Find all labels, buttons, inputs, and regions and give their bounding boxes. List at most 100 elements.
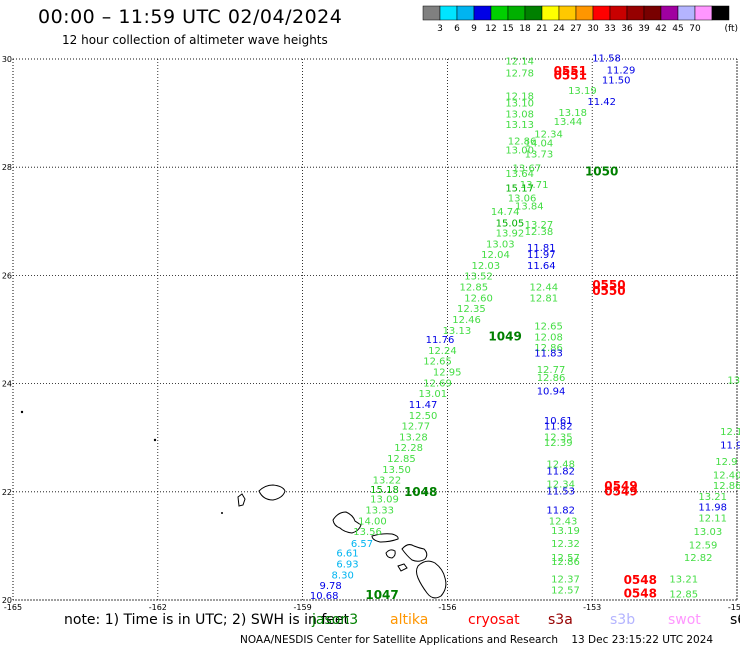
swh-reading: 13.19 (551, 526, 580, 537)
swh-reading: 12.86 (713, 481, 740, 492)
swh-reading: 13.28 (399, 432, 428, 443)
swh-reading: 11.47 (409, 400, 438, 411)
colorbar-label: 27 (570, 24, 581, 34)
swh-reading: 13.00 (505, 146, 534, 157)
legend-s3a: s3a (548, 612, 573, 628)
swh-reading: 12.69 (423, 378, 452, 389)
swh-reading: 11.97 (527, 250, 556, 261)
longitude-label: -156 (438, 603, 456, 612)
swh-reading: 14.00 (358, 516, 387, 527)
swh-reading: 13.03 (486, 239, 515, 250)
swh-reading: 13.22 (373, 476, 402, 487)
swh-reading: 12.65 (423, 357, 452, 368)
swh-reading: 12.86 (534, 343, 563, 354)
footer: NOAA/NESDIS Center for Satellite Applica… (240, 634, 713, 646)
swh-reading: 12.14 (505, 56, 534, 67)
footer-timestamp: 13 Dec 23:15:22 UTC 2024 (571, 634, 714, 646)
colorbar-label: 30 (587, 24, 599, 34)
swh-reading: 10.94 (537, 386, 566, 397)
pass-time-marker: 0550 (592, 284, 625, 298)
swh-reading: 12.32 (551, 539, 580, 550)
swh-reading: 12.35 (457, 304, 486, 315)
pass-time-marker: 0550 (592, 278, 625, 292)
swh-reading: 12.46 (452, 315, 481, 326)
swh-reading: 12.59 (689, 541, 718, 552)
swh-reading: 15.05 (496, 219, 525, 230)
colorbar-label: 18 (519, 24, 531, 34)
pass-time-marker: 0548 (624, 586, 657, 600)
longitude-label: -150 (728, 603, 740, 612)
necker-island-dot (20, 410, 24, 414)
swh-reading: 12.9 (715, 457, 737, 468)
legend-s6a: s6a (730, 612, 740, 628)
swh-reading: 13.08 (505, 109, 534, 120)
swh-reading: 13.09 (370, 495, 399, 506)
longitude-label: -162 (149, 603, 167, 612)
note-text: note: 1) Time is in UTC; 2) SWH is in fe… (64, 612, 350, 628)
swh-reading: 13.73 (525, 149, 554, 160)
colorbar-label: 33 (604, 24, 615, 34)
swh-reading: 11.82 (546, 466, 575, 477)
pass-time-marker: 0551 (554, 69, 587, 83)
swh-reading: 13.50 (382, 465, 411, 476)
swh-reading: 13.27 (525, 220, 554, 231)
swh-reading: 13.03 (694, 527, 723, 538)
swh-reading: 15.17 (505, 184, 534, 195)
molokai-island (371, 533, 399, 543)
swh-reading: 12.57 (551, 586, 580, 597)
swh-reading: 12.77 (537, 365, 566, 376)
legend-jason3: jason3 (312, 612, 359, 628)
swh-reading: 13.71 (520, 180, 549, 191)
swh-reading: 12.77 (402, 422, 431, 433)
swh-reading: 12.28 (394, 443, 423, 454)
swh-reading: 13.67 (513, 164, 542, 175)
colorbar-label: 39 (638, 24, 650, 34)
colorbar-unit: (ft) (724, 24, 738, 34)
swh-reading: 12.78 (505, 68, 534, 79)
map-title: 00:00 – 11:59 UTC 02/04/2024 (38, 6, 343, 28)
swh-reading: 12.85 (459, 283, 488, 294)
swh-reading: 12.18 (505, 92, 534, 103)
swh-reading: 11.98 (698, 503, 727, 514)
swh-reading: 12.43 (549, 516, 578, 527)
colorbar-label: 9 (471, 24, 477, 34)
swh-reading: 6.93 (336, 560, 358, 571)
swh-reading: 13.0 (727, 376, 740, 387)
colorbar-label: 12 (485, 24, 496, 34)
swh-reading: 13.52 (464, 272, 493, 283)
swh-reading: 11.58 (592, 54, 621, 65)
colorbar-label: 24 (553, 24, 565, 34)
swh-reading: 14.74 (491, 207, 520, 218)
latitude-label: 24 (2, 380, 12, 389)
pass-time-marker: 1047 (365, 588, 398, 602)
swh-reading: 13.21 (669, 575, 698, 586)
legend-swot: swot (668, 612, 701, 628)
lat-lon-grid: 30 28 26 24 22 20-165 -162 -159 -156 -153 -150 (2, 55, 740, 612)
swh-reading: 12.34 (534, 129, 563, 140)
swh-reading: 12.08 (534, 332, 563, 343)
colorbar-label: 3 (437, 24, 443, 34)
swh-reading: 14.04 (525, 139, 554, 150)
swh-reading: 8.30 (332, 570, 354, 581)
pass-time-marker: 0549 (604, 485, 637, 499)
swh-reading: 13.10 (505, 99, 534, 110)
swh-reading: 12.86 (551, 557, 580, 568)
lanai-island (385, 549, 396, 559)
latitude-label: 22 (2, 488, 12, 497)
swh-reading: 13.13 (443, 326, 472, 337)
swh-reading: 6.61 (336, 549, 358, 560)
swh-reading: 12.95 (433, 367, 462, 378)
colorbar-label: 42 (655, 24, 666, 34)
legend-s3b: s3b (610, 612, 636, 628)
latitude-label: 26 (2, 271, 12, 280)
swh-reading: 6.57 (351, 539, 373, 550)
colorbar-label: 21 (536, 24, 547, 34)
swh-reading: 12.38 (525, 227, 554, 238)
kaula-island-dot (221, 512, 223, 514)
swh-reading: 13.56 (353, 527, 382, 538)
swh-reading: 12.86 (537, 373, 566, 384)
hawaiian-islands (20, 410, 447, 599)
swh-reading: 12.65 (534, 322, 563, 333)
colorbar-label: 15 (502, 24, 513, 34)
